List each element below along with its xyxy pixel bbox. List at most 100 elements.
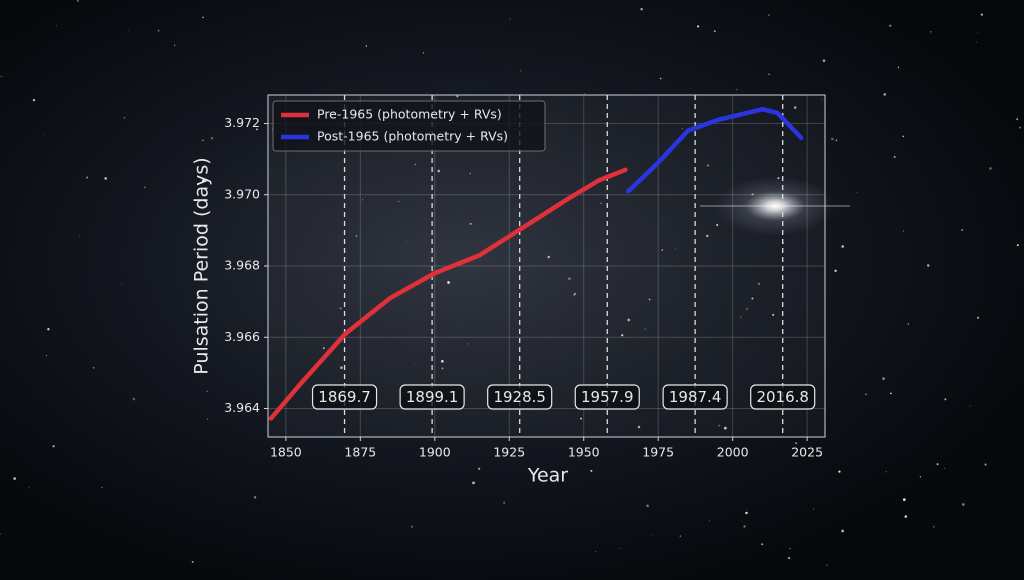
star [32, 99, 36, 102]
star [751, 297, 754, 300]
star [79, 235, 81, 237]
star [936, 463, 939, 466]
x-axis-label: Year [527, 465, 568, 487]
star [406, 241, 407, 242]
star [505, 70, 507, 72]
star [648, 298, 651, 301]
star [976, 41, 978, 43]
star [202, 16, 204, 19]
x-tick-label: 1875 [344, 445, 376, 460]
star [681, 127, 683, 130]
y-axis-label: Pulsation Period (days) [191, 157, 213, 374]
star [584, 93, 586, 95]
star [1019, 126, 1022, 129]
star [1016, 244, 1019, 247]
star [362, 199, 364, 201]
star [697, 25, 700, 28]
star [930, 31, 932, 33]
event-label-box [662, 384, 728, 410]
star [718, 424, 721, 427]
star [969, 405, 971, 407]
star [520, 70, 522, 72]
event-label: 1869.7 [318, 388, 371, 406]
event-label: 1987.4 [669, 388, 722, 406]
star [708, 520, 710, 522]
x-tick-label: 1900 [419, 445, 451, 460]
star [644, 328, 646, 330]
star [76, 0, 79, 2]
star [441, 367, 444, 370]
star [813, 508, 815, 510]
star [590, 469, 593, 472]
star [757, 282, 760, 285]
event-label: 1899.1 [406, 388, 459, 406]
star [890, 392, 892, 395]
y-tick-label: 3.966 [224, 329, 260, 344]
event-label: 1957.9 [581, 388, 634, 406]
star [822, 59, 826, 63]
star [86, 176, 89, 179]
star [28, 487, 30, 489]
star [745, 511, 748, 515]
event-label: 2016.8 [756, 388, 809, 406]
star [132, 397, 136, 401]
star [768, 14, 770, 16]
star [365, 45, 368, 47]
star-glow [715, 176, 835, 236]
star [944, 467, 945, 469]
star [961, 229, 964, 232]
star [469, 223, 472, 225]
star [989, 167, 992, 170]
star [893, 155, 896, 158]
legend-label: Post-1965 (photometry + RVs) [317, 129, 508, 144]
star [885, 471, 887, 473]
star [719, 446, 721, 449]
star [716, 224, 719, 227]
star [441, 360, 444, 363]
star [81, 62, 83, 64]
star [789, 547, 791, 550]
star [793, 106, 797, 109]
star [724, 426, 727, 430]
star [741, 520, 742, 522]
star [788, 556, 791, 560]
star [865, 393, 867, 396]
star [902, 230, 904, 232]
star [977, 32, 979, 34]
star [826, 564, 828, 566]
star [120, 283, 122, 285]
star [104, 177, 107, 180]
star [437, 169, 441, 173]
star [944, 398, 947, 401]
y-tick-label: 3.970 [224, 186, 260, 201]
star [768, 73, 770, 75]
star [128, 29, 129, 31]
star [43, 133, 45, 135]
star [123, 116, 126, 119]
star [779, 159, 780, 161]
star [157, 29, 160, 32]
star [202, 179, 205, 183]
star [255, 128, 258, 131]
star [743, 525, 746, 528]
star [902, 135, 904, 138]
star [253, 496, 257, 499]
star [637, 425, 641, 429]
series-line [626, 107, 804, 194]
star [841, 245, 844, 248]
star [202, 139, 204, 142]
star [410, 525, 414, 528]
star [904, 515, 908, 518]
star [423, 182, 424, 183]
star [413, 364, 415, 365]
star [503, 501, 506, 504]
series-line [268, 167, 628, 421]
x-tick-label: 1975 [642, 445, 674, 460]
star [772, 313, 775, 316]
star [856, 192, 858, 194]
star [927, 264, 930, 267]
star [661, 249, 664, 251]
star [640, 8, 643, 11]
x-tick-label: 1850 [270, 445, 302, 460]
